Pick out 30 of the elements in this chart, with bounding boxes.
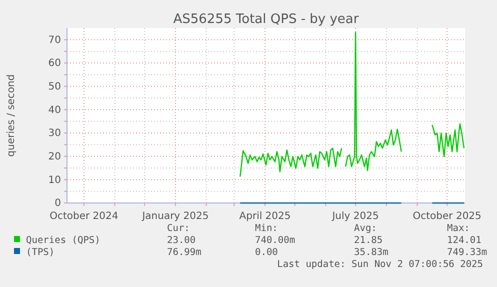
y-tick-label: 10: [48, 174, 61, 186]
y-tick-label: 0: [54, 198, 61, 210]
text: 740.00m: [255, 235, 296, 246]
y-tick-label: 60: [48, 58, 61, 70]
y-tick-label: 40: [48, 104, 61, 116]
y-tick-label: 30: [48, 128, 61, 140]
legend-label: (TPS): [26, 247, 55, 258]
text: 35.83m: [354, 247, 389, 258]
text: Max:: [447, 223, 470, 234]
text: 23.00: [167, 235, 196, 246]
y-tick-label: 50: [48, 82, 61, 93]
text: 0.00: [255, 247, 278, 258]
y-tick-label: 70: [48, 34, 61, 46]
x-tick-label: July 2025: [331, 211, 379, 222]
chart-title: AS56255 Total QPS - by year: [173, 12, 360, 27]
x-tick-label: October 2025: [412, 211, 482, 222]
text: 21.85: [354, 235, 383, 246]
text: Cur:: [167, 223, 190, 234]
legend-label: Queries (QPS): [26, 235, 100, 246]
y-tick-label: 20: [48, 152, 61, 163]
x-tick-label: January 2025: [141, 211, 209, 222]
text: Avg:: [354, 223, 377, 234]
text: 76.99m: [167, 247, 202, 258]
text: 124.01: [447, 235, 482, 246]
text: Last update: Sun Nov 2 07:00:56 2025: [277, 259, 483, 270]
text: 749.33m: [447, 247, 488, 258]
y-axis-title: queries / second: [6, 74, 17, 157]
x-tick-label: October 2024: [50, 211, 118, 222]
text: Min:: [255, 223, 278, 234]
x-tick-label: April 2025: [239, 211, 291, 222]
